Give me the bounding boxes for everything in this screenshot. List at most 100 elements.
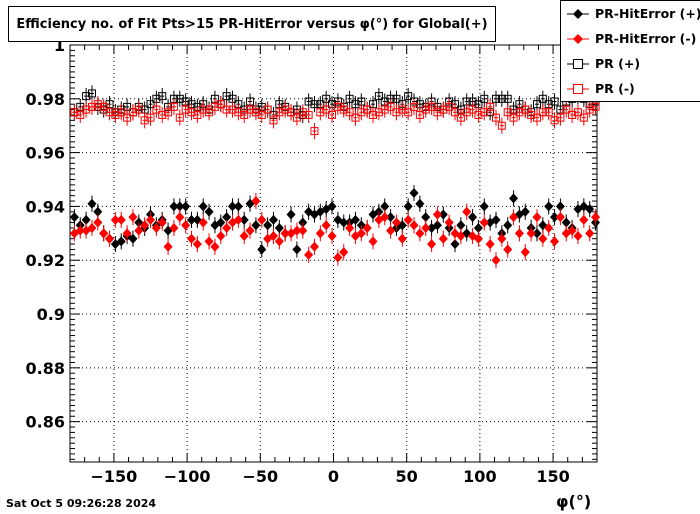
data-point bbox=[263, 220, 273, 231]
data-point bbox=[222, 105, 231, 114]
data-point bbox=[309, 241, 319, 252]
chart-title: Efficiency no. of Fit Pts>15 PR-HitError… bbox=[16, 16, 488, 32]
data-point bbox=[391, 217, 401, 228]
data-point bbox=[374, 92, 383, 101]
data-point bbox=[105, 108, 114, 117]
data-point bbox=[585, 105, 594, 114]
data-point bbox=[292, 244, 302, 255]
data-point bbox=[491, 214, 501, 225]
data-point bbox=[204, 236, 214, 247]
y-tick-label: 0.88 bbox=[26, 359, 65, 378]
data-point bbox=[486, 102, 495, 111]
data-point bbox=[298, 225, 308, 236]
data-point bbox=[404, 108, 413, 117]
data-point bbox=[134, 105, 143, 114]
data-point bbox=[227, 201, 237, 212]
data-point bbox=[81, 214, 91, 225]
data-point bbox=[111, 110, 120, 119]
data-point bbox=[468, 105, 477, 114]
data-point bbox=[491, 255, 501, 266]
data-point bbox=[152, 105, 161, 114]
data-point bbox=[128, 233, 138, 244]
data-point bbox=[281, 105, 290, 114]
data-point bbox=[550, 97, 559, 106]
data-point bbox=[116, 236, 126, 247]
data-point bbox=[269, 116, 278, 125]
legend-marker-open-square-black bbox=[567, 59, 589, 69]
data-point bbox=[146, 214, 156, 225]
data-point bbox=[380, 201, 390, 212]
data-point bbox=[386, 102, 395, 111]
data-point bbox=[544, 201, 554, 212]
data-point bbox=[239, 214, 249, 225]
data-point bbox=[222, 222, 232, 233]
data-point bbox=[497, 94, 506, 103]
data-point bbox=[521, 105, 530, 114]
data-point bbox=[415, 228, 425, 239]
data-point bbox=[585, 228, 595, 239]
data-point bbox=[427, 239, 437, 250]
data-point bbox=[304, 249, 314, 260]
data-point bbox=[538, 233, 548, 244]
data-point bbox=[403, 214, 413, 225]
data-point bbox=[479, 217, 489, 228]
data-point bbox=[392, 108, 401, 117]
data-point bbox=[432, 220, 442, 231]
data-point bbox=[292, 225, 302, 236]
data-point bbox=[128, 212, 138, 223]
data-point bbox=[369, 110, 378, 119]
data-point bbox=[146, 113, 155, 122]
data-point bbox=[550, 116, 559, 125]
data-point bbox=[105, 233, 115, 244]
data-point bbox=[233, 201, 243, 212]
data-point bbox=[451, 108, 460, 117]
data-point bbox=[228, 105, 237, 114]
legend-entry-pr-hiterror-minus: PR-HitError (-) bbox=[561, 30, 700, 48]
data-point bbox=[532, 228, 542, 239]
data-point bbox=[532, 113, 541, 122]
data-point bbox=[562, 105, 571, 114]
data-point bbox=[585, 204, 595, 215]
data-point bbox=[239, 231, 249, 242]
legend-entry-pr-minus: PR (-) bbox=[561, 80, 700, 98]
data-point bbox=[538, 108, 547, 117]
data-point bbox=[274, 222, 284, 233]
legend-marker-filled-diamond-red bbox=[567, 34, 589, 44]
data-point bbox=[503, 220, 513, 231]
data-point bbox=[579, 113, 588, 122]
data-point bbox=[216, 217, 226, 228]
data-point bbox=[468, 212, 478, 223]
data-series bbox=[69, 85, 601, 269]
data-point bbox=[286, 209, 296, 220]
data-point bbox=[321, 220, 331, 231]
x-tick-label: −150 bbox=[91, 467, 138, 486]
data-point bbox=[240, 110, 249, 119]
x-tick-label: −100 bbox=[164, 467, 211, 486]
x-tick-label: −50 bbox=[242, 467, 278, 486]
data-point bbox=[403, 201, 413, 212]
legend-label: PR-HitError (+) bbox=[595, 6, 700, 21]
y-tick-label: 0.94 bbox=[26, 197, 65, 216]
data-point bbox=[550, 236, 560, 247]
data-point bbox=[473, 233, 483, 244]
data-point bbox=[527, 110, 536, 119]
data-point bbox=[251, 196, 261, 207]
data-point bbox=[87, 222, 97, 233]
data-point bbox=[304, 97, 313, 106]
data-point bbox=[509, 212, 519, 223]
data-point bbox=[246, 105, 255, 114]
data-point bbox=[497, 233, 507, 244]
data-point bbox=[503, 244, 513, 255]
data-point bbox=[345, 222, 355, 233]
data-point bbox=[555, 201, 565, 212]
data-point bbox=[568, 110, 577, 119]
legend-label: PR (+) bbox=[595, 56, 641, 71]
data-point bbox=[169, 102, 178, 111]
data-point bbox=[357, 108, 366, 117]
data-point bbox=[268, 214, 278, 225]
data-point bbox=[397, 233, 407, 244]
data-point bbox=[233, 214, 243, 225]
data-point bbox=[345, 108, 354, 117]
data-point bbox=[198, 201, 208, 212]
data-point bbox=[445, 102, 454, 111]
